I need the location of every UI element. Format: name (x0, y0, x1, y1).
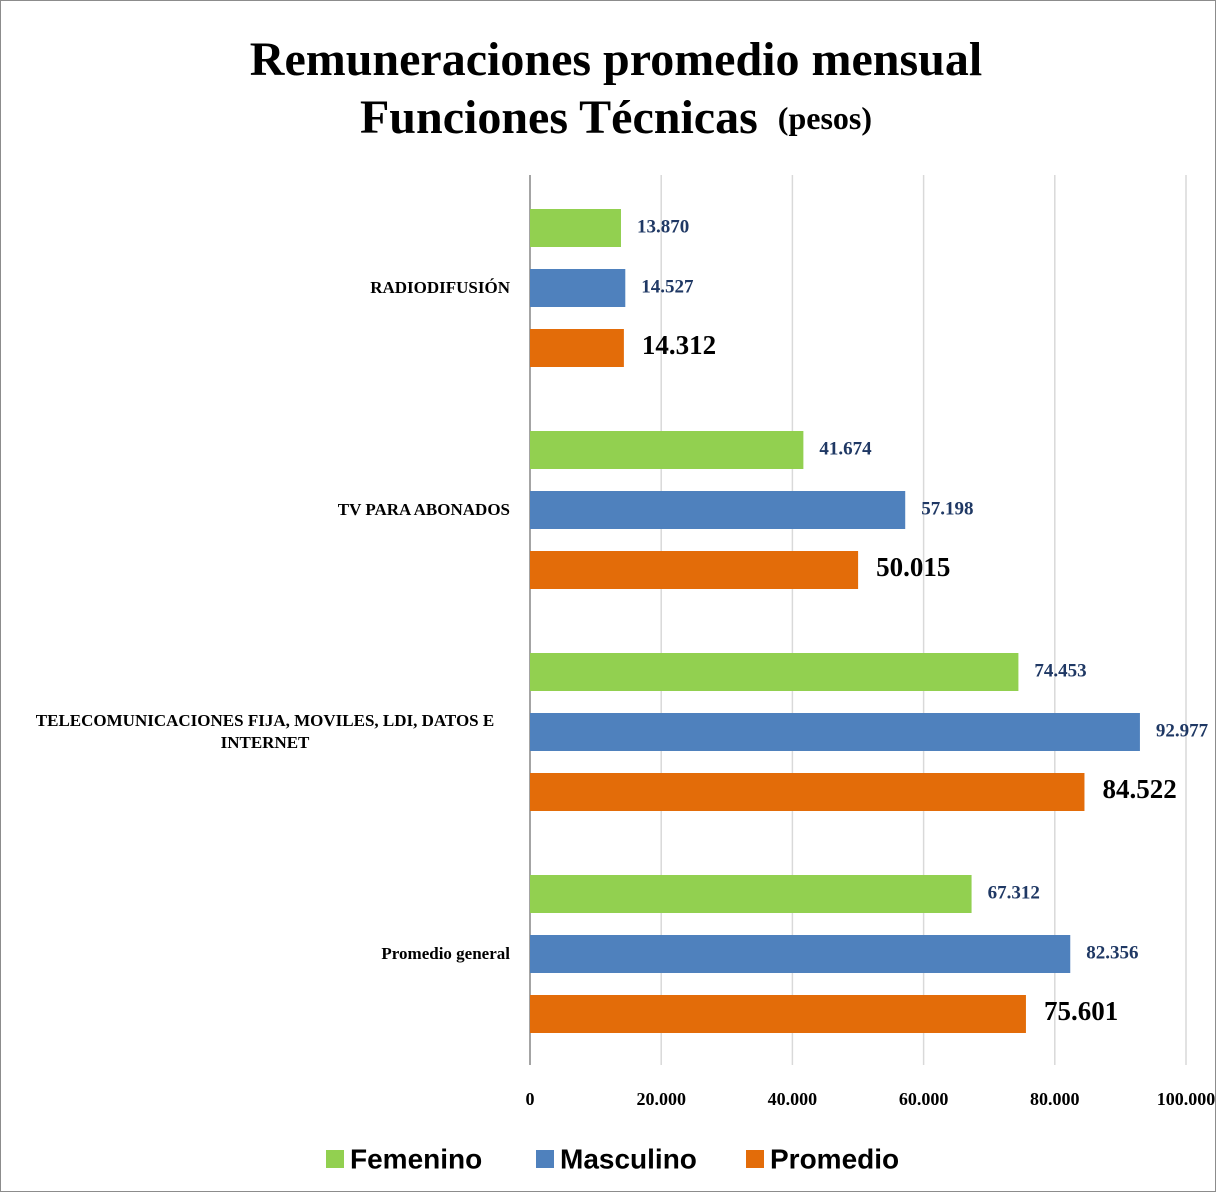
value-label: 41.674 (819, 438, 872, 459)
value-label: 75.601 (1044, 996, 1118, 1026)
y-tick-label-box: TELECOMUNICACIONES FIJA, MOVILES, LDI, D… (20, 710, 510, 754)
bar (530, 329, 624, 367)
bar (530, 491, 906, 529)
bar (530, 995, 1026, 1033)
chart-title: Remuneraciones promedio mensual (250, 33, 982, 86)
value-label: 67.312 (988, 882, 1040, 903)
chart-title-line: Funciones Técnicas (360, 91, 758, 144)
value-label: 13.870 (637, 216, 689, 237)
x-tick-label: 20.000 (636, 1089, 686, 1109)
legend-swatch (536, 1150, 554, 1168)
x-tick-label: 100.000 (1157, 1089, 1216, 1109)
bar (530, 773, 1085, 811)
y-tick-label-box: RADIODIFUSIÓN (20, 277, 510, 299)
bar (530, 875, 972, 913)
value-label: 84.522 (1102, 774, 1176, 804)
y-tick-label-box: Promedio general (20, 943, 510, 965)
legend-label: Promedio (770, 1143, 899, 1174)
bar (530, 551, 859, 589)
legend-label: Femenino (350, 1143, 482, 1174)
bar (530, 209, 621, 247)
y-tick-label: RADIODIFUSIÓN (370, 278, 510, 297)
value-label: 57.198 (921, 498, 973, 519)
value-label: 50.015 (876, 552, 950, 582)
x-tick-label: 0 (526, 1089, 535, 1109)
legend-label: Masculino (560, 1143, 697, 1174)
bar (530, 935, 1071, 973)
value-label: 92.977 (1156, 720, 1209, 741)
chart-title-note: (pesos) (778, 100, 872, 136)
y-tick-label: TELECOMUNICACIONES FIJA, MOVILES, LDI, D… (35, 711, 495, 752)
value-label: 74.453 (1034, 660, 1086, 681)
legend-swatch (746, 1150, 764, 1168)
x-tick-label: 80.000 (1030, 1089, 1080, 1109)
value-label: 14.527 (641, 276, 694, 297)
value-label: 14.312 (642, 330, 716, 360)
bar (530, 431, 804, 469)
bar (530, 653, 1019, 691)
y-tick-label: TV PARA ABONADOS (337, 500, 510, 519)
value-label: 82.356 (1086, 942, 1138, 963)
x-tick-label: 40.000 (768, 1089, 818, 1109)
chart-title: Funciones Técnicas (pesos) (360, 91, 872, 144)
legend-swatch (326, 1150, 344, 1168)
x-tick-label: 60.000 (899, 1089, 949, 1109)
bar (530, 269, 626, 307)
bar (530, 713, 1140, 751)
y-tick-label: Promedio general (381, 944, 510, 963)
y-tick-label-box: TV PARA ABONADOS (20, 499, 510, 521)
